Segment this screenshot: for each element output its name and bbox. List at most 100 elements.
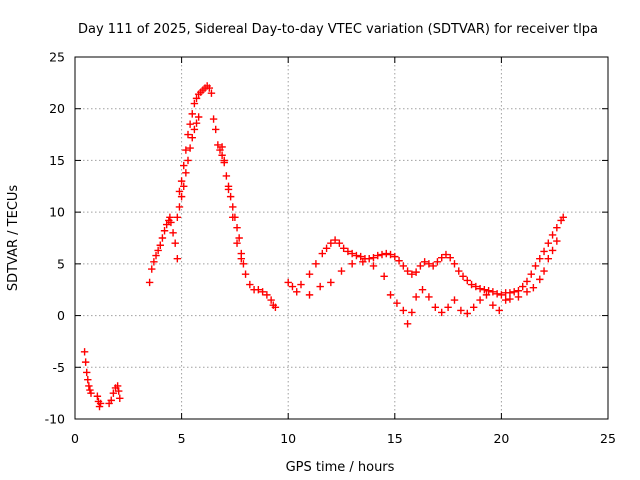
data-point [293, 288, 301, 296]
data-point [527, 270, 535, 278]
data-point [339, 244, 348, 253]
data-point [408, 270, 416, 278]
data-point [431, 303, 440, 311]
data-point [158, 234, 167, 242]
data-point [95, 402, 104, 411]
data-point [312, 260, 320, 268]
data-point [416, 262, 425, 270]
data-point [495, 306, 503, 315]
data-point [493, 290, 501, 298]
data-point [467, 280, 476, 289]
data-point [222, 172, 231, 180]
data-point [536, 275, 544, 284]
data-point [254, 286, 263, 294]
data-point [420, 258, 429, 266]
data-point [246, 280, 254, 289]
data-point [188, 133, 196, 142]
data-point [548, 231, 557, 239]
data-point [192, 94, 201, 103]
x-tick-label: 20 [493, 431, 509, 446]
data-point [480, 286, 489, 294]
data-point [93, 392, 102, 400]
data-point [418, 286, 427, 294]
data-point [96, 399, 105, 408]
data-point [152, 251, 160, 260]
y-tick-label: 20 [49, 101, 65, 116]
data-point [519, 282, 527, 291]
data-point [182, 169, 190, 177]
data-point [523, 277, 531, 286]
data-point [501, 296, 510, 304]
data-point [180, 182, 188, 190]
data-point [412, 293, 420, 301]
data-point [180, 161, 188, 170]
data-point [476, 296, 484, 304]
data-point [175, 203, 184, 211]
data-point [365, 254, 373, 263]
data-point [233, 223, 241, 232]
data-point [190, 125, 199, 134]
data-point [218, 143, 226, 151]
data-point [207, 89, 216, 97]
data-point [86, 386, 94, 394]
data-point [267, 296, 275, 304]
data-point [150, 258, 158, 266]
x-tick-label: 25 [600, 431, 616, 446]
data-point [190, 99, 199, 108]
data-point [233, 239, 241, 247]
x-tick-label: 0 [71, 431, 79, 446]
data-point [327, 278, 335, 287]
data-point [489, 288, 497, 296]
data-point [386, 250, 395, 259]
data-point [544, 239, 553, 247]
data-point [115, 387, 123, 395]
data-point [160, 227, 169, 235]
data-point [408, 308, 416, 317]
data-series [284, 236, 506, 299]
data-point [344, 247, 352, 256]
data-point [484, 287, 493, 295]
data-series [305, 258, 510, 328]
data-point [489, 301, 497, 309]
data-point [455, 267, 463, 275]
data-point [348, 249, 356, 258]
x-tick-label: 5 [178, 431, 186, 446]
y-axis-label: SDTVAR / TECUs [6, 185, 21, 292]
data-point [444, 303, 452, 311]
plot-frame [74, 56, 609, 420]
data-point [359, 258, 367, 266]
data-point [166, 213, 174, 222]
data-point [393, 299, 401, 307]
data-point [148, 265, 156, 273]
data-point [235, 234, 243, 242]
data-point [559, 213, 567, 222]
x-tick-label: 10 [280, 431, 296, 446]
data-point [469, 303, 478, 311]
data-series [506, 237, 561, 303]
x-tick-labels: 0 5 10 15 20 25 [71, 431, 616, 446]
data-point [241, 270, 250, 278]
data-point [356, 252, 365, 261]
data-point [81, 358, 90, 366]
data-point [463, 309, 471, 318]
data-point [169, 229, 177, 237]
y-tick-label: 0 [57, 308, 65, 323]
data-point [433, 258, 442, 266]
data-point [412, 268, 420, 276]
data-point [369, 253, 378, 262]
data-point [192, 119, 201, 127]
data-point [506, 289, 514, 297]
data-point [177, 192, 186, 201]
data-point [305, 291, 314, 299]
data-point [188, 110, 196, 118]
data-point [399, 262, 408, 270]
data-point [184, 130, 192, 139]
y-tick-label: 10 [49, 205, 65, 220]
data-point [523, 288, 531, 296]
data-point [156, 241, 164, 249]
data-point [175, 187, 184, 196]
data-point [80, 348, 89, 356]
data-point [337, 267, 346, 275]
data-point [288, 282, 297, 291]
